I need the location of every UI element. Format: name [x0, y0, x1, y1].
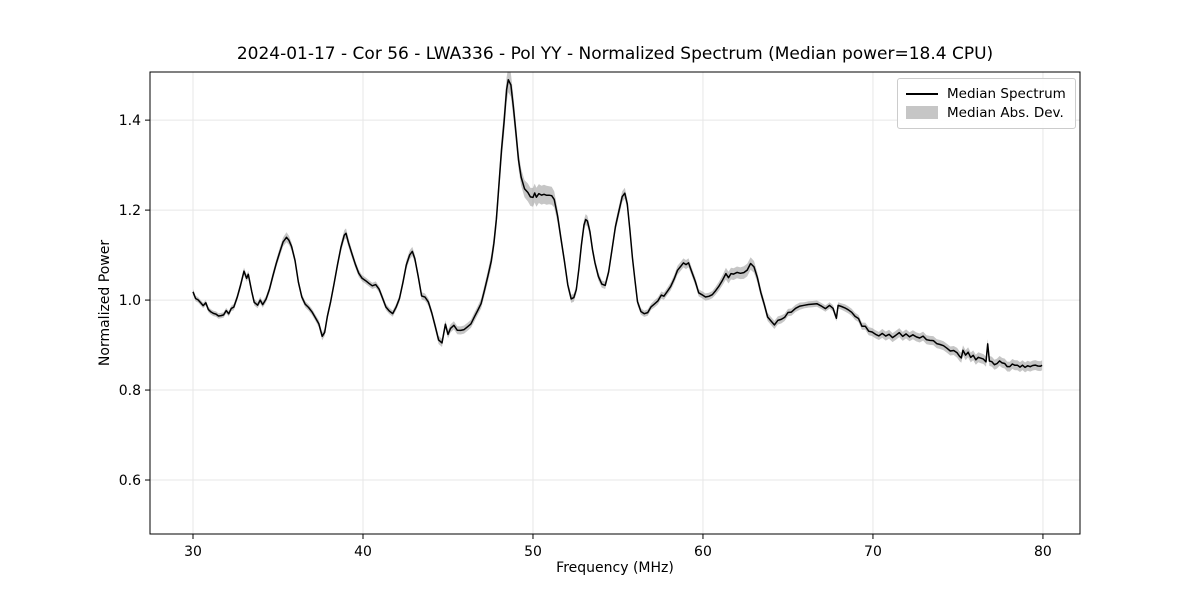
- y-tick-label: 1.4: [119, 113, 141, 129]
- legend-line-sample: [906, 92, 938, 95]
- y-axis-label: Normalized Power: [97, 239, 114, 367]
- median-spectrum-line: [192, 78, 1043, 369]
- y-tick-label: 1.0: [119, 293, 141, 309]
- legend: Median Spectrum Median Abs. Dev.: [897, 78, 1076, 129]
- x-tick-label: 30: [184, 544, 202, 560]
- x-tick-label: 40: [354, 544, 372, 560]
- legend-label: Median Spectrum: [947, 85, 1066, 102]
- legend-entry-median-abs-dev: Median Abs. Dev.: [906, 103, 1067, 122]
- chart-title: 2024-01-17 - Cor 56 - LWA336 - Pol YY - …: [236, 44, 994, 64]
- x-tick-label: 70: [864, 544, 882, 560]
- x-tick-label: 80: [1034, 544, 1052, 560]
- legend-patch-sample: [906, 106, 938, 119]
- y-tick-label: 0.8: [119, 383, 141, 399]
- legend-entry-median-spectrum: Median Spectrum: [906, 84, 1067, 103]
- y-tick-label: 1.2: [119, 203, 141, 219]
- x-axis-label: Frequency (MHz): [556, 560, 674, 576]
- legend-label: Median Abs. Dev.: [947, 104, 1064, 121]
- median-abs-dev-band: [193, 72, 1043, 373]
- axes-spines: [149, 71, 1081, 535]
- x-tick-label: 60: [694, 544, 712, 560]
- x-tick-label: 50: [524, 544, 542, 560]
- y-axis-label-wrap: Normalized Power: [95, 72, 115, 534]
- y-tick-label: 0.6: [119, 473, 141, 489]
